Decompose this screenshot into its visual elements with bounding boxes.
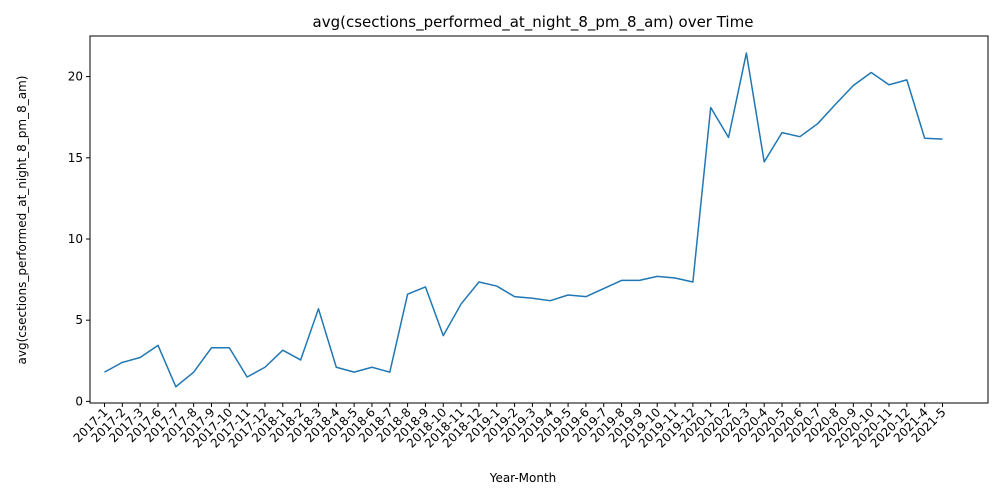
- x-axis: 2017-12017-22017-32017-62017-72017-82017…: [71, 403, 949, 451]
- y-tick-label: 15: [68, 151, 83, 165]
- plot-area: [104, 52, 943, 388]
- y-tick-label: 0: [75, 394, 83, 408]
- series-line: [104, 52, 943, 388]
- y-tick-label: 20: [68, 70, 83, 84]
- y-axis-label: avg(csections_performed_at_night_8_pm_8_…: [15, 76, 29, 365]
- y-tick-label: 5: [75, 313, 83, 327]
- y-axis: 0 5 10 15 20: [68, 70, 90, 408]
- plot-frame: [89, 35, 989, 404]
- x-axis-label: Year-Month: [489, 471, 557, 485]
- chart-title: avg(csections_performed_at_night_8_pm_8_…: [313, 13, 754, 32]
- y-tick-label: 10: [68, 232, 83, 246]
